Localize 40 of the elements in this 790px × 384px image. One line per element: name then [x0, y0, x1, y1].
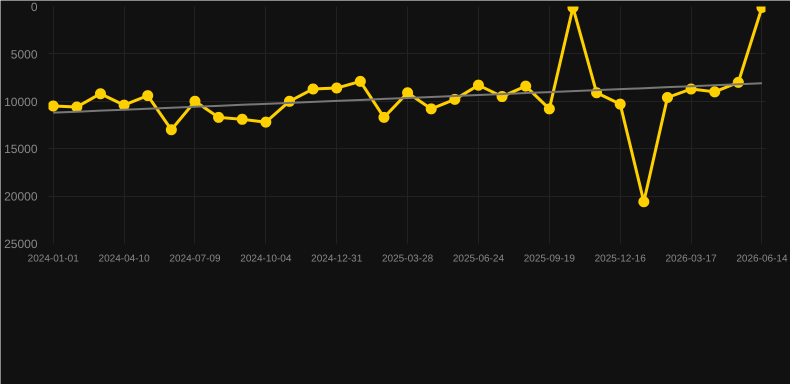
point — [236, 114, 248, 125]
point — [472, 80, 484, 91]
y-tick-label: 5000 — [10, 47, 38, 62]
point — [308, 83, 319, 94]
x-tick-label: 2025-12-16 — [594, 254, 646, 264]
point — [378, 112, 390, 123]
x-tick-label: 2025-06-24 — [452, 254, 504, 264]
x-tick-label: 2024-01-01 — [28, 254, 80, 264]
point — [189, 96, 200, 107]
point — [354, 76, 366, 87]
y-tick-label: 0 — [30, 0, 38, 14]
y-tick-label: 10000 — [4, 94, 38, 109]
point — [118, 100, 130, 111]
point — [638, 196, 650, 208]
point — [331, 82, 342, 94]
point — [142, 90, 154, 102]
point — [94, 88, 106, 100]
point — [426, 103, 437, 114]
y-tick-label: 25000 — [4, 237, 38, 251]
y-tick-label: 20000 — [4, 190, 38, 204]
x-tick-label: 2025-03-28 — [382, 254, 434, 264]
point — [614, 98, 626, 110]
x-tick-label: 2024-07-09 — [169, 254, 221, 264]
point — [48, 100, 59, 112]
x-tick-label: 2024-10-04 — [240, 254, 292, 264]
y-tick-label: 15000 — [4, 142, 38, 156]
x-tick-label: 2024-12-31 — [311, 254, 363, 264]
point — [709, 86, 720, 98]
x-tick-label: 2026-03-17 — [666, 254, 718, 264]
point — [260, 116, 272, 128]
point — [213, 112, 224, 123]
x-tick-label: 2025-09-19 — [524, 254, 576, 264]
point — [402, 87, 414, 98]
point — [71, 102, 82, 112]
x-tick-label: 2024-04-10 — [98, 254, 150, 264]
point — [166, 124, 177, 136]
point — [520, 80, 532, 92]
x-tick-label: 2026-06-14 — [736, 254, 788, 264]
point — [662, 92, 673, 103]
point — [544, 103, 555, 114]
